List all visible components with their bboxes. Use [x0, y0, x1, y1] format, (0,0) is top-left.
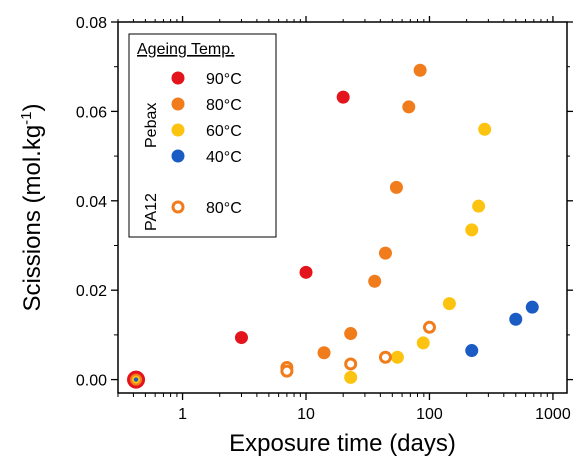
legend-label: 90°C	[206, 71, 242, 88]
legend-label: 60°C	[206, 123, 242, 140]
data-point-open	[344, 357, 358, 371]
data-point	[465, 344, 479, 358]
data-point	[344, 370, 358, 384]
legend-label: 40°C	[206, 149, 242, 166]
data-point	[402, 100, 416, 114]
x-tick-label: 1	[178, 406, 187, 423]
x-axis-title: Exposure time (days)	[229, 430, 456, 457]
legend-marker	[171, 97, 185, 111]
data-point	[344, 327, 358, 341]
data-point	[478, 122, 492, 136]
data-point	[336, 90, 350, 104]
data-point	[525, 300, 539, 314]
data-point	[416, 336, 430, 350]
x-tick-label: 10	[297, 406, 315, 423]
data-point	[390, 350, 404, 364]
origin-ring-outer	[127, 370, 146, 389]
y-tick-label: 0.08	[76, 15, 107, 32]
data-point	[509, 312, 523, 326]
y-tick-label: 0.04	[76, 194, 107, 211]
data-point	[234, 331, 248, 345]
x-tick-label: 1000	[535, 406, 571, 423]
data-point	[368, 274, 382, 288]
legend-box	[128, 33, 277, 238]
y-tick-label: 0.06	[76, 104, 107, 121]
legend-marker-open	[171, 200, 185, 214]
y-tick-label: 0.02	[76, 283, 107, 300]
legend-title: Ageing Temp.	[137, 41, 235, 58]
data-point	[442, 297, 456, 311]
x-tick-label: 100	[416, 406, 443, 423]
y-axis-title-main: Scissions (mol.kg	[19, 125, 46, 312]
plot-frame	[117, 21, 568, 394]
legend-marker	[171, 123, 185, 137]
data-point	[472, 199, 486, 213]
data-point	[389, 180, 403, 194]
legend-entries: 90°C 80°C 60°C 40°C 80°C	[171, 71, 242, 217]
y-axis-title-suffix: )	[19, 103, 46, 111]
data-point	[413, 63, 427, 77]
y-axis-title: Scissions (mol.kg-1)	[18, 103, 46, 311]
data-point	[317, 346, 331, 360]
data-point	[378, 246, 392, 260]
legend-label: 80°C	[206, 200, 242, 217]
data-point-open	[422, 320, 436, 334]
data-point	[465, 223, 479, 237]
data-point	[299, 265, 313, 279]
legend-group-pebax: Pebax	[143, 103, 160, 148]
axis-ticks: 1 10 100 1000 0.00 0.02 0.04 0.06 0.08	[76, 15, 573, 423]
y-axis-title-superscript: -1	[18, 111, 35, 124]
data-point-open	[280, 364, 294, 378]
y-tick-label: 0.00	[76, 373, 107, 390]
data-markers	[127, 63, 539, 389]
origin-point-core	[133, 377, 139, 382]
legend-marker	[171, 149, 185, 163]
data-point-open	[378, 350, 392, 364]
legend-group-pa12: PA12	[143, 193, 160, 231]
legend-marker	[171, 71, 185, 85]
legend-label: 80°C	[206, 97, 242, 114]
legend: Ageing Temp. Pebax PA12 90°C 80°C 60°C 40°C…	[128, 33, 277, 238]
